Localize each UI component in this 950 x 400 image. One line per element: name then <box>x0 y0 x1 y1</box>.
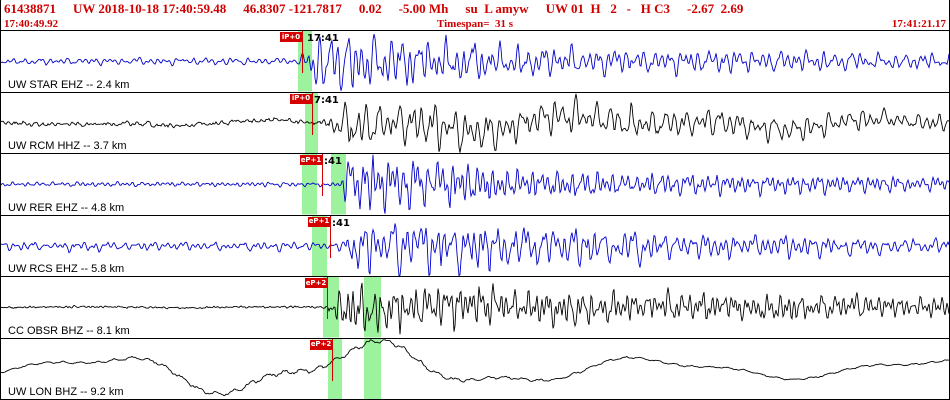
time-tick-label: 17:41 <box>307 33 339 44</box>
seismogram-plot[interactable] <box>1 277 949 338</box>
pick-line[interactable] <box>322 154 323 197</box>
epicenter-coords: 46.8307 -121.7817 <box>243 1 342 16</box>
pick-window-band[interactable] <box>305 92 318 154</box>
seismogram-plot[interactable] <box>1 92 949 154</box>
pick-line[interactable] <box>312 92 313 135</box>
time-tick-label: :41 <box>332 217 350 229</box>
seismogram-plot[interactable] <box>1 338 949 400</box>
trace-panel-rcs: eP+1:41 UW RCS EHZ -- 5.8 km <box>1 215 949 277</box>
time-bar: 17:40:49.92 Timespan= 31 s 17:41:21.17 <box>1 17 949 31</box>
event-flags: su L amyw <box>465 1 529 16</box>
trace-panels: iP+0 17:41 UW STAR EHZ -- 2.4 km iP+0 7:41 UW… <box>1 31 949 399</box>
station-label: UW LON BHZ -- 9.2 km <box>8 386 124 398</box>
pick-line[interactable] <box>330 215 331 258</box>
pick-line[interactable] <box>302 31 303 74</box>
trace-panel-rer: eP+1:41 UW RER EHZ -- 4.8 km <box>1 154 949 216</box>
window-end-time: 17:41:21.17 <box>891 17 946 30</box>
event-header: 61438871 UW 2018-10-18 17:40:59.48 46.83… <box>1 0 949 17</box>
pick-label: iP+0 <box>291 94 311 102</box>
event-magnitude: -5.00 Mh <box>398 1 449 16</box>
seismogram-plot[interactable] <box>1 215 949 277</box>
pick-flag[interactable]: eP+1 <box>300 155 322 165</box>
timespan-label: Timespan= 31 s <box>436 17 514 30</box>
window-start-time: 17:40:49.92 <box>4 17 59 30</box>
station-label: CC OBSR BHZ -- 8.1 km <box>8 324 130 337</box>
event-id: 61438871 <box>4 1 56 16</box>
pick-label: iP+0 <box>281 32 301 41</box>
pick-flag[interactable]: iP+0 <box>280 32 302 42</box>
seismogram-plot[interactable] <box>1 31 949 92</box>
trace-panel-star: iP+0 17:41 UW STAR EHZ -- 2.4 km <box>1 31 949 93</box>
waveform <box>1 282 949 335</box>
pick-flag[interactable]: iP+0 <box>290 93 312 104</box>
pick-label: eP+2 <box>310 340 332 348</box>
waveform <box>1 222 949 276</box>
event-depth: 0.02 <box>358 1 382 16</box>
pick-label: eP+2 <box>305 278 327 287</box>
seismogram-plot[interactable] <box>1 154 949 215</box>
pick-line[interactable] <box>332 338 333 381</box>
pick-flag[interactable]: eP+2 <box>310 339 332 350</box>
waveform <box>1 154 949 214</box>
trace-panel-lon: eP+2 UW LON BHZ -- 9.2 km <box>1 338 949 400</box>
pick-window-band[interactable] <box>364 338 381 400</box>
trace-panel-rcm: iP+0 7:41 UW RCM HHZ -- 3.7 km <box>1 92 949 154</box>
time-tick-label: 7:41 <box>314 94 339 106</box>
pick-line[interactable] <box>327 277 328 320</box>
pick-window-band[interactable] <box>328 338 342 400</box>
station-label: UW STAR EHZ -- 2.4 km <box>8 78 130 91</box>
time-tick-label: :41 <box>324 156 342 167</box>
channel-info: UW 01 H 2 - H C3 <box>545 1 670 16</box>
pick-label: eP+1 <box>308 217 330 225</box>
pick-flag[interactable]: eP+1 <box>308 216 330 227</box>
station-label: UW RCS EHZ -- 5.8 km <box>8 263 125 275</box>
residual-values: -2.67 2.69 <box>687 1 744 16</box>
pick-label: eP+1 <box>300 155 322 164</box>
pick-flag[interactable]: eP+2 <box>305 278 327 288</box>
waveform <box>1 33 949 91</box>
waveform <box>1 93 949 153</box>
station-label: UW RCM HHZ -- 3.7 km <box>8 140 127 152</box>
trace-panel-obsr: eP+2 CC OBSR BHZ -- 8.1 km <box>1 277 949 339</box>
station-label: UW RER EHZ -- 4.8 km <box>8 201 125 214</box>
waveform <box>1 338 949 396</box>
origin-time: UW 2018-10-18 17:40:59.48 <box>73 1 227 16</box>
